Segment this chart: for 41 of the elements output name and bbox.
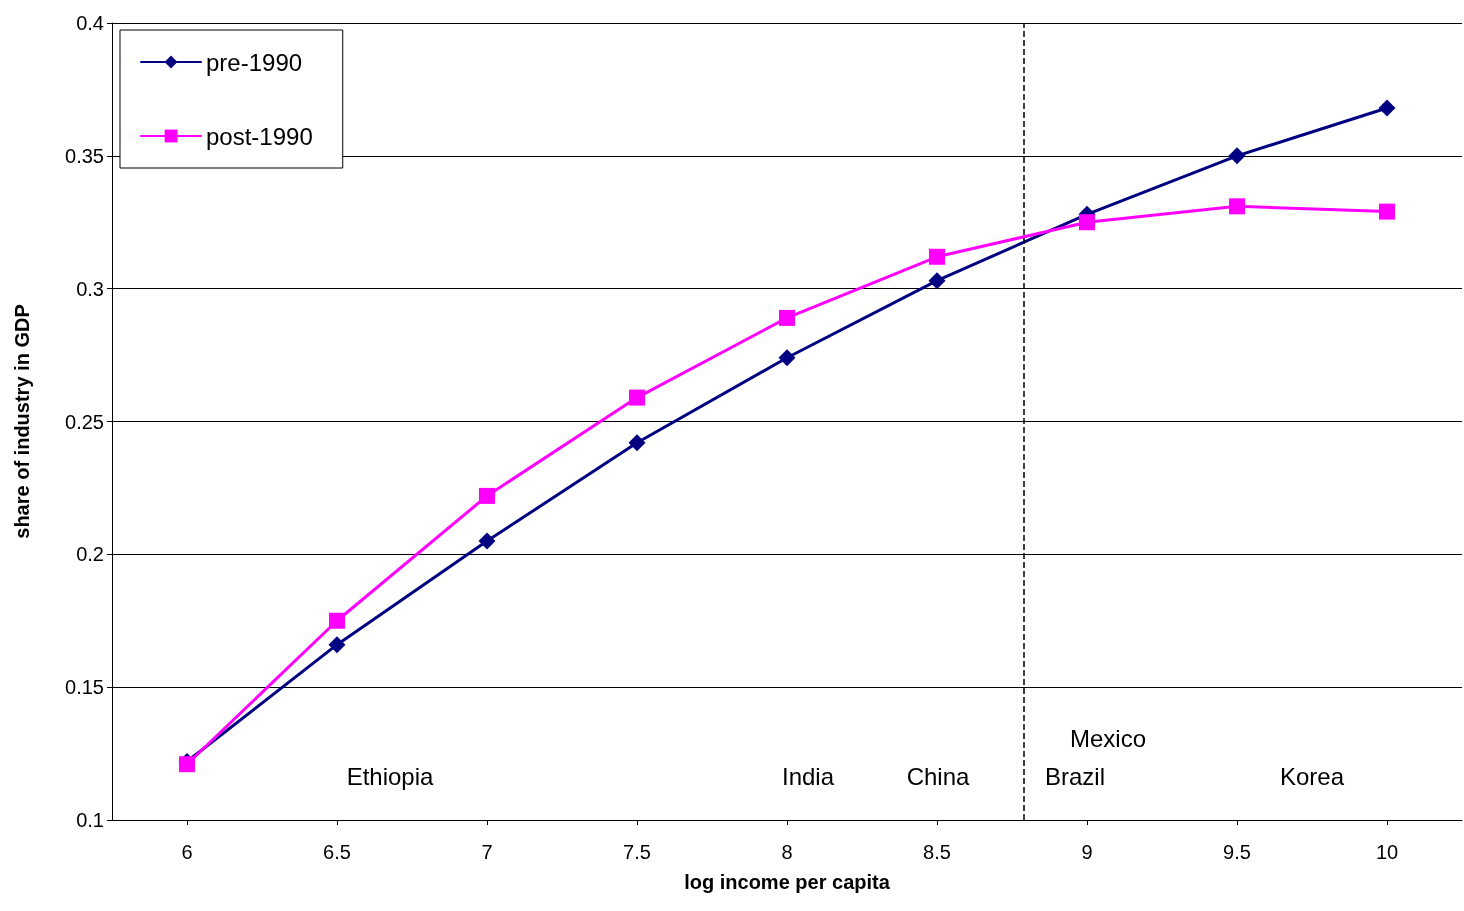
y-tick-label: 0.4 (76, 12, 104, 34)
x-tick-label: 7 (481, 841, 493, 863)
x-tick-label: 6 (181, 841, 193, 863)
annotation: Ethiopia (346, 762, 435, 790)
legend-label: pre-1990 (206, 48, 303, 76)
x-tick-label: 7.5 (623, 841, 651, 863)
y-tick-label: 0.3 (76, 277, 104, 300)
legend-label: post-1990 (206, 122, 313, 150)
x-tick-label: 8 (781, 841, 793, 863)
y-tick-label: 0.35 (65, 144, 104, 167)
point (1079, 214, 1095, 231)
point (928, 272, 946, 290)
y-tick-label: 0.25 (65, 410, 104, 433)
point (1379, 203, 1395, 220)
point (328, 636, 346, 654)
annotation: Korea (1279, 762, 1345, 790)
annotation: China (906, 762, 970, 790)
x-tick-label: 9 (1081, 841, 1093, 863)
x-tick-label: 10 (1375, 841, 1399, 863)
x-tick-label: 8.5 (923, 841, 951, 863)
point (1229, 198, 1245, 215)
point (779, 309, 795, 326)
y-tick-label: 0.15 (65, 676, 104, 699)
annotation: India (781, 762, 835, 790)
x-tick-label: 6.5 (323, 841, 351, 863)
point (929, 248, 945, 265)
y-tick-label: 0.1 (76, 809, 104, 831)
point (1378, 99, 1396, 117)
point (1228, 147, 1246, 165)
annotation: Mexico (1069, 724, 1147, 752)
point (329, 612, 345, 629)
y-axis-title: share of industry in GDP (11, 304, 33, 539)
annotation: Brazil (1044, 762, 1106, 790)
point (628, 434, 646, 452)
x-axis-title: log income per capita (684, 871, 891, 893)
point (479, 487, 495, 504)
point (778, 349, 796, 367)
point (478, 532, 496, 550)
y-tick-label: 0.2 (76, 543, 104, 566)
point (629, 389, 645, 406)
x-tick-label: 9.5 (1223, 841, 1251, 863)
